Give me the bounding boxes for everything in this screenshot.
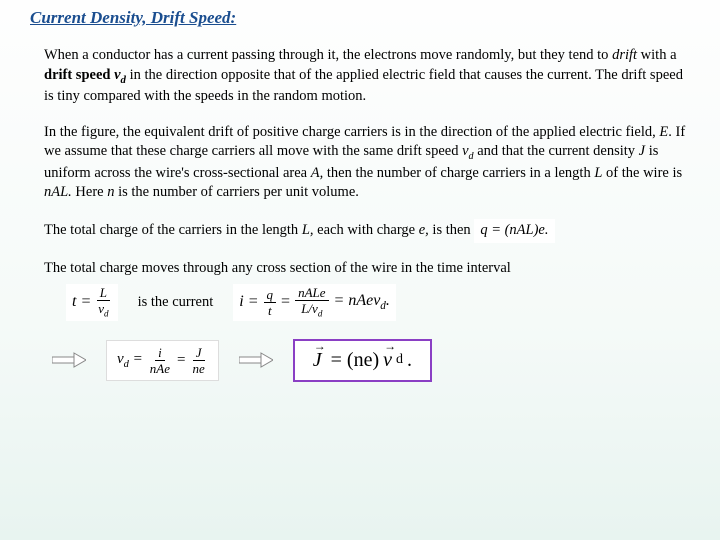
eq-i-lhs: i = [239, 293, 258, 311]
eq-i-eq1: = [281, 293, 290, 311]
p2-A: A, [311, 165, 323, 181]
equation-row-time-current: t = L vd is the current i = q t = nALe L… [30, 284, 690, 321]
eq-J-box: J = (ne) vd. [293, 339, 432, 382]
eq-i-num2: nALe [295, 286, 328, 301]
eq-J-mid: = (ne) [326, 349, 379, 372]
eq-vd-frac2: J ne [189, 346, 207, 375]
p1-text-c: with a [637, 47, 676, 63]
p4-mid: is the current [138, 294, 214, 311]
eq-i-frac2: nALe L/vd [295, 286, 328, 319]
p1-text-d: in the direction opposite that of the ap… [44, 67, 683, 105]
p2-text-g: of the wire is [602, 165, 682, 181]
p2-text-f: then the number of charge carriers in a … [323, 165, 594, 181]
p2-text-h: Here [72, 184, 107, 200]
eq-J-vec: J [313, 349, 322, 372]
p1-vd: vd [114, 67, 126, 83]
eq-vd-den2: ne [189, 361, 207, 375]
p2-E: E [659, 124, 668, 140]
p1-electrons: electrons [364, 47, 416, 63]
paragraph-1: When a conductor has a current passing t… [30, 46, 690, 107]
p1-drift: drift [612, 47, 637, 63]
arrow-icon [239, 351, 273, 369]
p2-nAL: nAL. [44, 184, 72, 200]
p2-text-d: and that the current density [474, 143, 639, 159]
eq-i-rhs: = nAevd. [334, 292, 390, 312]
eq-t: t = L vd [66, 284, 118, 321]
p4-text-a: The total charge moves through any cross… [44, 260, 511, 276]
eq-q-text: q = (nAL)e. [480, 222, 548, 238]
p2-vd: vd [462, 143, 474, 159]
slide-title: Current Density, Drift Speed: [30, 8, 690, 28]
p3-text-b: each with charge [314, 222, 419, 238]
eq-vd-num2: J [193, 346, 205, 361]
eq-vd-den1: nAe [147, 361, 173, 375]
p2-text-a: In the figure, the [44, 124, 144, 140]
eq-J-dot: . [407, 349, 412, 372]
eq-vd-frac1: i nAe [147, 346, 173, 375]
p3-text-c: is then [429, 222, 475, 238]
p1-text-b: move randomly, but they tend to [416, 47, 612, 63]
eq-vd-box: vd = i nAe = J ne [106, 340, 219, 381]
p3-text-a: The total charge of the carriers in the … [44, 222, 302, 238]
eq-t-num: L [97, 286, 110, 301]
p1-driftspeed-label: drift speed [44, 67, 114, 83]
p2-text-b: drift of positive charge carriers is in … [205, 124, 660, 140]
eq-q-nALe: q = (nAL)e. [474, 219, 554, 243]
eq-i-num1: q [264, 288, 277, 303]
eq-i-frac1: q t [264, 288, 277, 317]
eq-v-vec: v [383, 349, 392, 372]
eq-t-lhs: t = [72, 293, 91, 311]
p2-text-i: is the number of carriers per unit volum… [114, 184, 358, 200]
eq-vd-num1: i [155, 346, 165, 361]
eq-vd-eq: = [177, 352, 185, 369]
eq-t-frac: L vd [95, 286, 111, 319]
paragraph-2: In the figure, the equivalent drift of p… [30, 123, 690, 203]
eq-i: i = q t = nALe L/vd = nAevd. [233, 284, 396, 321]
equation-row-final: vd = i nAe = J ne J = (ne) vd. [30, 339, 690, 382]
p3-e: e, [419, 222, 429, 238]
p3-L: L, [302, 222, 314, 238]
paragraph-4: The total charge moves through any cross… [30, 259, 690, 279]
p1-text-a: When a conductor has a current passing t… [44, 47, 364, 63]
eq-i-den2: L/vd [298, 301, 325, 319]
arrow-icon [52, 351, 86, 369]
eq-v-sub: d [396, 352, 403, 368]
p2-equivalent: equivalent [144, 124, 204, 140]
eq-i-den1: t [265, 303, 275, 317]
eq-vd-lhs: vd = [117, 351, 143, 370]
eq-t-den: vd [95, 301, 111, 319]
paragraph-3: The total charge of the carriers in the … [30, 219, 690, 243]
